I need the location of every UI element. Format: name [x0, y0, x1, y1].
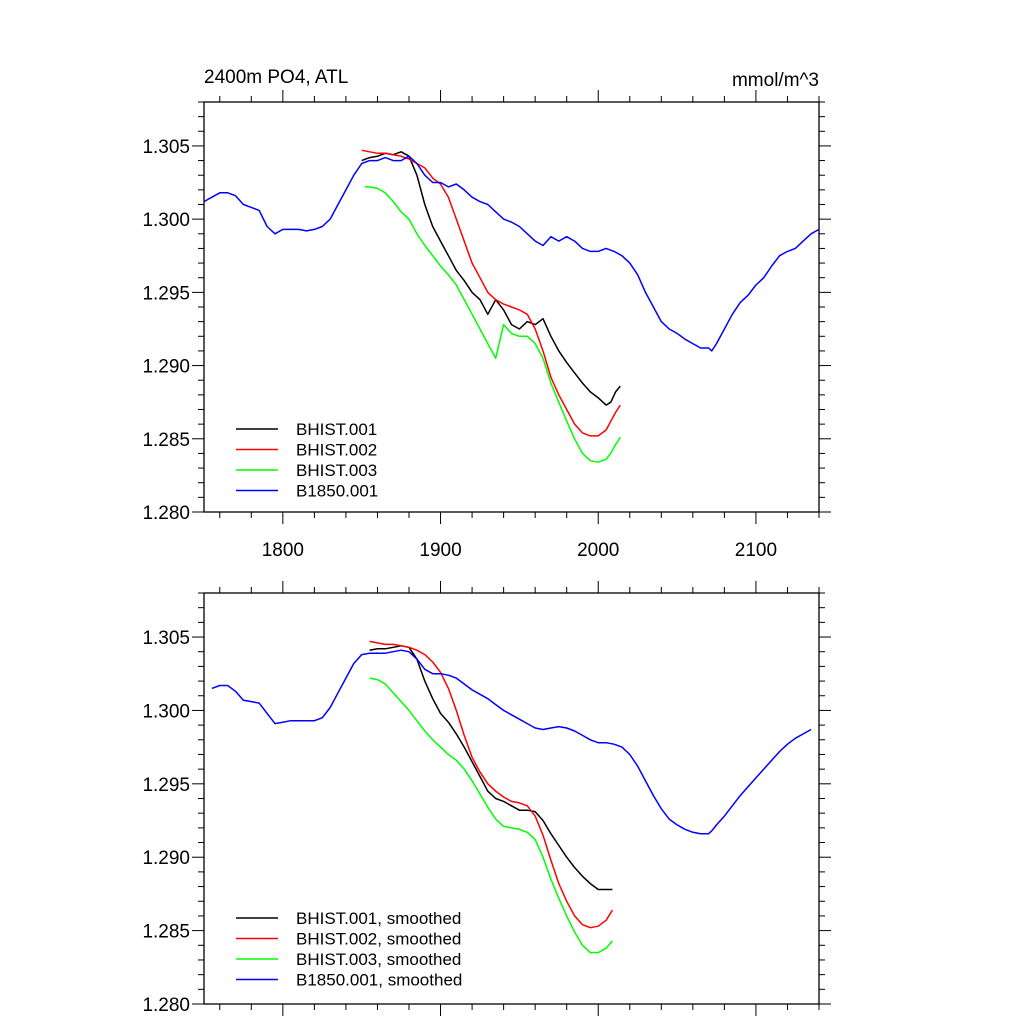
x-tick-label: 2100: [735, 540, 777, 561]
legend-label: BHIST.001, smoothed: [296, 909, 461, 928]
y-tick-label: 1.285: [142, 430, 190, 451]
x-tick-label: 1900: [419, 540, 461, 561]
y-tick-label: 1.305: [142, 137, 190, 158]
legend-label: BHIST.002: [296, 441, 377, 460]
chart-title: 2400m PO4, ATL: [204, 67, 348, 88]
series-line-bhist-003-smoothed: [369, 677, 613, 954]
y-tick-label: 1.295: [142, 283, 190, 304]
y-tick-label: 1.290: [142, 357, 190, 378]
y-tick-label: 1.290: [142, 848, 190, 869]
series-line-b1850-001-smoothed: [211, 649, 812, 835]
y-tick-label: 1.300: [142, 701, 190, 722]
legend-label: BHIST.003, smoothed: [296, 950, 461, 969]
legend-label: B1850.001: [296, 482, 378, 501]
series-line-bhist-002: [361, 149, 621, 437]
series-line-bhist-001-smoothed: [369, 645, 613, 891]
y-tick-label: 1.295: [142, 775, 190, 796]
legend-label: BHIST.001: [296, 420, 377, 439]
x-tick-label: 1800: [262, 540, 304, 561]
legend-label: B1850.001, smoothed: [296, 971, 462, 990]
series-line-bhist-001: [361, 151, 621, 406]
top-panel: 2400m PO4, ATL mmol/m^3 1.280 1.285 1.290 1…: [142, 67, 831, 561]
legend-label: BHIST.003: [296, 461, 377, 480]
series-line-bhist-002-smoothed: [369, 640, 614, 929]
legend-label: BHIST.002, smoothed: [296, 930, 461, 949]
series-line-bhist-003: [364, 186, 621, 463]
y-tick-label: 1.300: [142, 210, 190, 231]
units-label: mmol/m^3: [732, 70, 819, 91]
y-tick-label: 1.280: [142, 503, 190, 524]
y-tick-label: 1.305: [142, 628, 190, 649]
y-tick-label: 1.280: [142, 995, 190, 1016]
x-tick-label: 2000: [577, 540, 619, 561]
series-line-b1850-001: [203, 155, 820, 352]
bottom-panel: 1.280 1.285 1.290 1.295 1.300 1.305 BHIST.001,…: [142, 581, 831, 1016]
y-tick-label: 1.285: [142, 922, 190, 943]
